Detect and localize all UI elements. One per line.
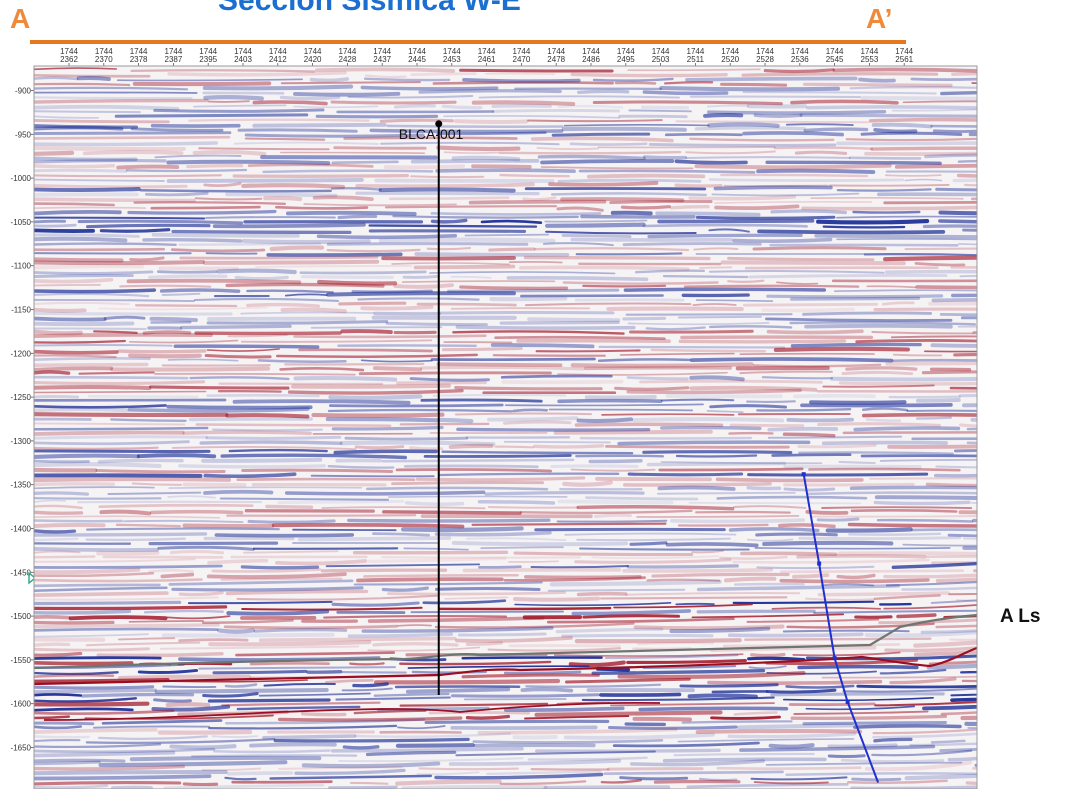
trace-tick-label: 2378 [130,55,148,64]
section-line-bar [30,40,906,44]
well-trajectory: BLCA-001 [399,120,464,695]
trace-tick-line: 1744 [478,47,496,56]
depth-tick-label: -1600 [11,700,32,709]
depth-tick-label: -1350 [11,481,32,490]
well-name-label: BLCA-001 [399,126,464,142]
trace-tick-label: 2395 [199,55,217,64]
trace-tick-line: 1744 [443,47,461,56]
fault-trace [801,472,880,783]
depth-tick-label: -1550 [11,656,32,665]
trace-tick-line: 1744 [617,47,635,56]
trace-tick-label: 2370 [95,55,113,64]
trace-tick-label: 2478 [547,55,565,64]
horizon-lower [34,646,977,686]
fault-pick [801,472,806,477]
depth-tick-label: -1400 [11,525,32,534]
section-title: Sección Sísmica W-E [218,0,521,17]
trace-tick-label: 2420 [304,55,322,64]
trace-tick-label: 2561 [895,55,913,64]
depth-tick-label: -1100 [11,262,31,271]
well-head [435,120,443,128]
depth-tick-label: -1650 [11,744,32,753]
trace-tick-label: 2520 [721,55,739,64]
trace-tick-label: 2545 [826,55,844,64]
trace-tick-label: 2387 [165,55,183,64]
trace-tick-line: 1744 [861,47,879,56]
trace-tick-line: 1744 [652,47,670,56]
trace-tick-label: 2511 [687,55,705,64]
trace-tick-label: 2461 [478,55,496,64]
trace-tick-line: 1744 [199,47,217,56]
trace-tick-line: 1744 [791,47,809,56]
fault-pick [845,699,850,704]
trace-tick-label: 2470 [513,55,531,64]
trace-tick-line: 1744 [513,47,531,56]
trace-tick-label: 2495 [617,55,635,64]
depth-tick-label: -900 [15,87,32,96]
trace-tick-label: 2486 [582,55,600,64]
trace-tick-label: 2503 [652,55,670,64]
trace-tick-line: 1744 [339,47,357,56]
trace-axis: 1744236217442370174423781744238717442395… [34,47,977,71]
trace-tick-line: 1744 [304,47,322,56]
interpreted-horizons [34,613,977,721]
trace-tick-line: 1744 [756,47,774,56]
trace-tick-line: 1744 [582,47,600,56]
depth-tick-label: -1050 [11,218,32,227]
trace-tick-line: 1744 [269,47,287,56]
section-start-label: A [10,3,31,34]
trace-tick-line: 1744 [95,47,113,56]
trace-tick-line: 1744 [130,47,148,56]
depth-axis: -900 -950 -1000 -1050 -1100 -1150 -1200 -1250 -1… [11,87,37,753]
trace-tick-line: 1744 [826,47,844,56]
depth-marker-icon [28,571,37,585]
depth-tick-label: -1200 [11,349,32,358]
trace-tick-line: 1744 [721,47,739,56]
section-end-label: A’ [866,3,893,34]
trace-tick-line: 1744 [373,47,391,56]
trace-tick-line: 1744 [234,47,252,56]
depth-tick-label: -950 [15,130,32,139]
trace-tick-label: 2445 [408,55,426,64]
depth-tick-label: -1150 [11,306,31,315]
trace-tick-line: 1744 [547,47,565,56]
depth-tick-label: -1000 [11,174,32,183]
trace-tick-label: 2453 [443,55,461,64]
trace-tick-label: 2437 [373,55,391,64]
trace-tick-line: 1744 [165,47,183,56]
fault-pick [832,656,837,661]
trace-tick-label: 2412 [269,55,287,64]
seismic-reflectors [34,67,977,789]
trace-tick-label: 2362 [60,55,78,64]
depth-tick-label: -1450 [11,568,32,577]
trace-tick-label: 2536 [791,55,809,64]
depth-tick-label: -1250 [11,393,32,402]
horizon-deep [43,701,661,721]
trace-tick-label: 2528 [756,55,774,64]
trace-tick-label: 2403 [234,55,252,64]
horizon-annotation: A Ls [1000,606,1041,627]
trace-tick-label: 2428 [339,55,357,64]
trace-tick-line: 1744 [895,47,913,56]
depth-tick-label: -1300 [11,437,32,446]
depth-tick-label: -1500 [11,612,32,621]
trace-tick-line: 1744 [687,47,705,56]
trace-tick-label: 2553 [861,55,879,64]
plot-frame [33,65,978,789]
fault-pick [817,561,822,566]
trace-tick-line: 1744 [60,47,78,56]
horizon-upper [34,613,977,670]
trace-tick-line: 1744 [408,47,426,56]
